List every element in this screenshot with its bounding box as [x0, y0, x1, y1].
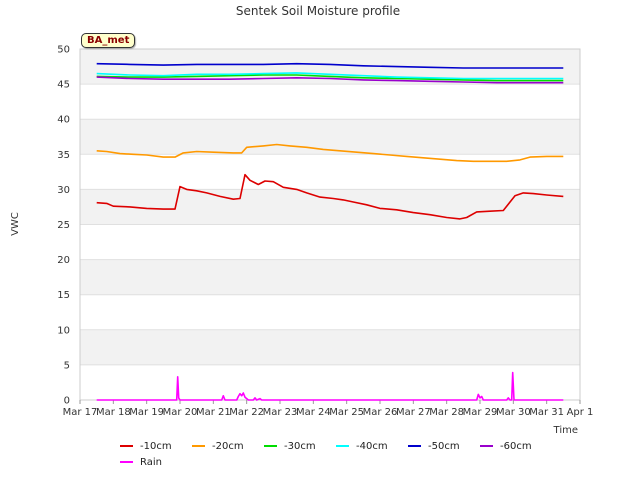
grid-band	[80, 329, 580, 365]
legend-label: -40cm	[356, 440, 388, 452]
y-tick-label: 50	[57, 45, 70, 56]
legend-label: Rain	[140, 456, 162, 468]
legend-swatch	[120, 445, 133, 447]
y-tick-label: 20	[57, 255, 70, 266]
y-tick-label: 10	[57, 325, 70, 336]
x-tick-label: Mar 19	[129, 407, 164, 418]
grid-band	[80, 189, 580, 225]
site-badge: BA_met	[81, 33, 136, 48]
legend-label: -20cm	[212, 440, 244, 452]
y-tick-label: 35	[57, 150, 70, 161]
x-axis-label: Time	[553, 425, 578, 436]
y-axis: 0 5 10 15 20 25 30 35 40 45 50	[57, 45, 70, 407]
legend-swatch	[336, 445, 349, 447]
x-tick-label: Mar 17	[63, 407, 98, 418]
x-tick-label: Mar 25	[329, 407, 364, 418]
series-line-50cm	[96, 62, 564, 69]
y-tick-label: 45	[57, 80, 70, 91]
y-tick-label: 15	[57, 290, 70, 301]
grid-bands	[80, 49, 580, 365]
series-line-30cm	[96, 74, 564, 82]
legend-item-10cm: -10cm	[120, 441, 192, 452]
legend-swatch	[480, 445, 493, 447]
legend: -10cm -20cm -30cm -40cm -50cm -60cm Rain	[120, 438, 560, 470]
y-axis-label: VWC	[10, 212, 21, 236]
chart-title: Sentek Soil Moisture profile	[236, 4, 400, 18]
x-tick-label: Mar 27	[396, 407, 431, 418]
legend-label: -60cm	[500, 440, 532, 452]
x-tick-label: Mar 28	[429, 407, 464, 418]
legend-row: Rain	[120, 454, 560, 470]
x-tick-label: Mar 21	[196, 407, 231, 418]
series-layer	[96, 62, 564, 401]
legend-item-60cm: -60cm	[480, 441, 552, 452]
legend-item-40cm: -40cm	[336, 441, 408, 452]
x-tick-label: Mar 23	[263, 407, 298, 418]
legend-swatch	[192, 445, 205, 447]
series-line-rain	[96, 371, 564, 401]
series-line-60cm	[96, 76, 564, 84]
legend-item-20cm: -20cm	[192, 441, 264, 452]
legend-swatch	[120, 461, 133, 463]
y-tick-label: 5	[64, 360, 70, 371]
grid-band	[80, 259, 580, 295]
legend-item-rain: Rain	[120, 457, 192, 468]
legend-row: -10cm -20cm -30cm -40cm -50cm -60cm	[120, 438, 560, 454]
x-tick-label: Mar 18	[96, 407, 131, 418]
legend-swatch	[408, 445, 421, 447]
x-tick-label: Mar 31	[529, 407, 564, 418]
x-tick-label: Mar 24	[296, 407, 331, 418]
y-tick-label: 25	[57, 220, 70, 231]
legend-label: -30cm	[284, 440, 316, 452]
legend-label: -10cm	[140, 440, 172, 452]
x-tick-label: Mar 29	[463, 407, 498, 418]
x-tick-label: Mar 22	[229, 407, 264, 418]
y-tick-label: 40	[57, 115, 70, 126]
x-tick-label: Mar 26	[363, 407, 398, 418]
series-line-40cm	[96, 72, 564, 80]
legend-item-30cm: -30cm	[264, 441, 336, 452]
y-tick-label: 0	[64, 396, 70, 407]
series-line-20cm	[96, 143, 564, 163]
grid-band	[80, 119, 580, 155]
x-tick-label: Mar 20	[163, 407, 198, 418]
x-tick-label: Apr 1	[567, 407, 594, 418]
legend-swatch	[264, 445, 277, 447]
y-tick-label: 30	[57, 185, 70, 196]
legend-label: -50cm	[428, 440, 460, 452]
series-line-10cm	[96, 173, 564, 220]
legend-item-50cm: -50cm	[408, 441, 480, 452]
x-tick-label: Mar 30	[496, 407, 531, 418]
